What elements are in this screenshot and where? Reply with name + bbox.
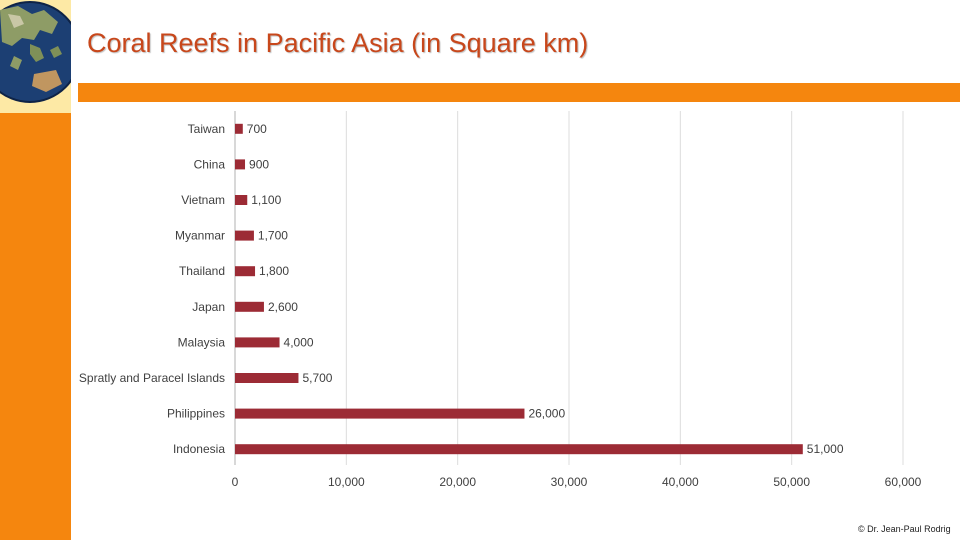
category-label: Taiwan (188, 122, 225, 136)
x-tick-label: 50,000 (773, 475, 810, 489)
category-label: Japan (192, 300, 225, 314)
bar (235, 123, 243, 134)
x-tick-label: 60,000 (885, 475, 922, 489)
data-label: 2,600 (268, 300, 298, 314)
globe-logo (0, 0, 71, 113)
copyright-text: © Dr. Jean-Paul Rodrig (858, 524, 951, 534)
x-tick-label: 10,000 (328, 475, 365, 489)
data-label: 900 (249, 157, 269, 171)
page-title: Coral Reefs in Pacific Asia (in Square k… (87, 28, 589, 58)
title-underline-band (78, 83, 960, 102)
data-label: 51,000 (807, 442, 844, 456)
category-label: Thailand (179, 264, 225, 278)
category-label: Spratly and Paracel Islands (79, 371, 225, 385)
category-label: Philippines (167, 407, 225, 421)
bar (235, 301, 264, 312)
data-label: 1,100 (251, 193, 281, 207)
data-label: 700 (247, 122, 267, 136)
data-label: 26,000 (528, 407, 565, 421)
bar (235, 444, 803, 455)
x-tick-label: 30,000 (551, 475, 588, 489)
data-label: 4,000 (284, 335, 314, 349)
data-label: 5,700 (302, 371, 332, 385)
category-label: Indonesia (173, 442, 225, 456)
category-label: Myanmar (175, 229, 225, 243)
category-label: Vietnam (181, 193, 225, 207)
x-tick-label: 0 (232, 475, 239, 489)
category-label: China (194, 157, 226, 171)
bar (235, 195, 248, 205)
data-label: 1,700 (258, 229, 288, 243)
data-label: 1,800 (259, 264, 289, 278)
x-tick-label: 20,000 (439, 475, 476, 489)
bar (235, 230, 254, 241)
category-label: Malaysia (178, 335, 226, 349)
bar (235, 373, 299, 383)
bar (235, 159, 246, 170)
bar (235, 408, 525, 419)
bar (235, 337, 280, 348)
x-tick-label: 40,000 (662, 475, 699, 489)
bar (235, 266, 256, 277)
globe-icon (0, 1, 71, 103)
